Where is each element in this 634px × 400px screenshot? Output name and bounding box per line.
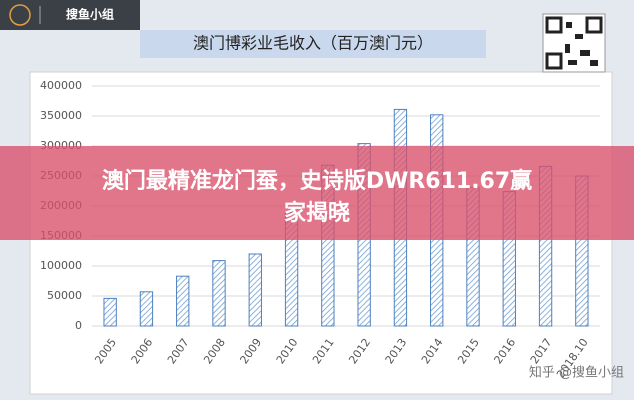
logo-icon xyxy=(9,4,31,26)
y-tick-label: 100000 xyxy=(40,259,82,272)
bar xyxy=(176,275,190,327)
banner-title: 澳门最精准龙门蚕，史诗版DWR611.67赢家揭晓 xyxy=(102,168,532,226)
logo-text: 搜鱼小组 xyxy=(66,7,114,22)
y-tick-label: 400000 xyxy=(40,79,82,92)
bar xyxy=(248,253,262,327)
y-tick-label: 50000 xyxy=(47,289,82,302)
title-box xyxy=(140,30,486,58)
bar xyxy=(103,297,117,327)
watermark: 知乎 @搜鱼小组 xyxy=(529,365,624,381)
banner xyxy=(0,146,634,240)
bar xyxy=(139,291,154,327)
bar xyxy=(212,260,226,327)
y-tick-label: 0 xyxy=(75,319,82,332)
y-tick-label: 350000 xyxy=(40,109,82,122)
qr-code xyxy=(542,13,606,73)
chart-title: 澳门博彩业毛收入（百万澳门元） xyxy=(193,34,433,53)
